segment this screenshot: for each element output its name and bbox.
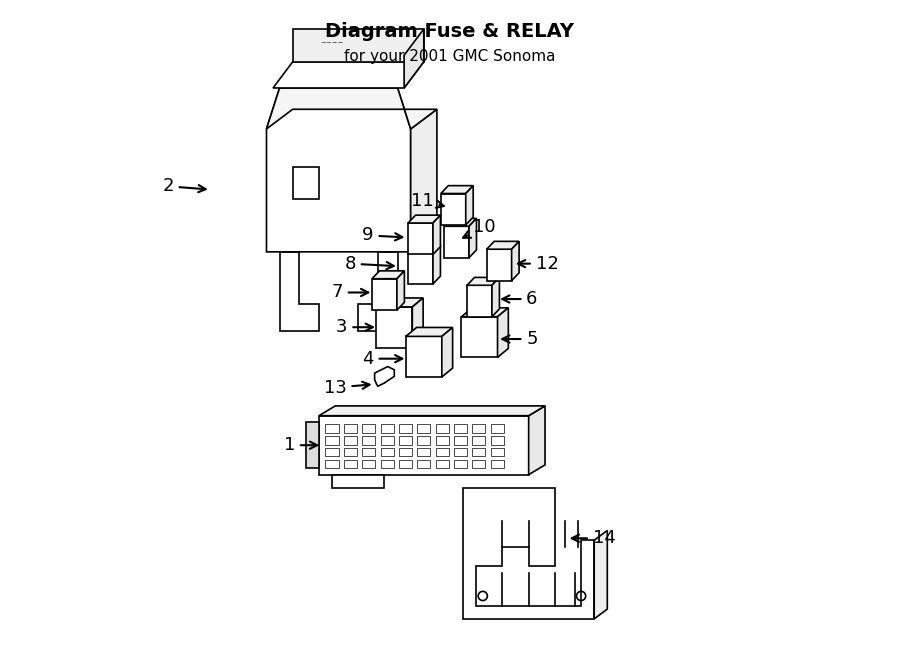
Text: for your 2001 GMC Sonoma: for your 2001 GMC Sonoma xyxy=(344,49,556,63)
Text: 14: 14 xyxy=(572,529,616,547)
Polygon shape xyxy=(266,88,436,129)
Polygon shape xyxy=(406,327,453,336)
Polygon shape xyxy=(487,249,511,281)
Polygon shape xyxy=(319,406,545,416)
Polygon shape xyxy=(376,298,423,307)
Polygon shape xyxy=(444,226,469,258)
Text: 4: 4 xyxy=(363,350,402,368)
Polygon shape xyxy=(444,218,476,226)
Polygon shape xyxy=(412,298,423,348)
Polygon shape xyxy=(372,271,404,279)
Polygon shape xyxy=(594,530,608,619)
Text: 13: 13 xyxy=(324,379,370,397)
Polygon shape xyxy=(433,245,440,284)
Text: 12: 12 xyxy=(518,254,558,272)
Polygon shape xyxy=(441,186,473,194)
Polygon shape xyxy=(410,109,436,252)
Polygon shape xyxy=(467,286,492,317)
Polygon shape xyxy=(467,278,500,286)
Polygon shape xyxy=(408,215,440,223)
Text: 3: 3 xyxy=(336,318,373,336)
Polygon shape xyxy=(498,308,508,358)
Polygon shape xyxy=(465,186,473,225)
Polygon shape xyxy=(406,336,442,377)
Polygon shape xyxy=(487,241,519,249)
Polygon shape xyxy=(441,194,465,225)
Text: 10: 10 xyxy=(464,218,496,238)
Polygon shape xyxy=(319,416,528,475)
Text: 1: 1 xyxy=(284,436,317,454)
Polygon shape xyxy=(433,215,440,254)
Polygon shape xyxy=(408,253,433,284)
Polygon shape xyxy=(292,29,424,61)
Polygon shape xyxy=(408,223,433,254)
Polygon shape xyxy=(404,29,424,88)
Text: 2: 2 xyxy=(162,177,206,195)
Text: 9: 9 xyxy=(363,227,402,245)
Polygon shape xyxy=(332,475,384,488)
Polygon shape xyxy=(408,245,440,253)
Text: 5: 5 xyxy=(502,330,537,348)
Polygon shape xyxy=(462,317,498,358)
Text: 11: 11 xyxy=(411,192,444,210)
Polygon shape xyxy=(469,218,476,258)
Polygon shape xyxy=(273,61,424,88)
Polygon shape xyxy=(528,406,545,475)
Text: 6: 6 xyxy=(502,290,537,308)
Polygon shape xyxy=(266,88,410,252)
Polygon shape xyxy=(511,241,519,281)
Text: 7: 7 xyxy=(331,284,368,301)
Polygon shape xyxy=(492,278,500,317)
Polygon shape xyxy=(462,308,508,317)
Text: ~~~~: ~~~~ xyxy=(320,40,344,46)
Polygon shape xyxy=(306,422,319,468)
Polygon shape xyxy=(397,271,404,310)
Polygon shape xyxy=(376,307,412,348)
Text: Diagram Fuse & RELAY: Diagram Fuse & RELAY xyxy=(326,22,574,42)
Text: 8: 8 xyxy=(345,254,394,272)
Polygon shape xyxy=(442,327,453,377)
Polygon shape xyxy=(372,279,397,310)
